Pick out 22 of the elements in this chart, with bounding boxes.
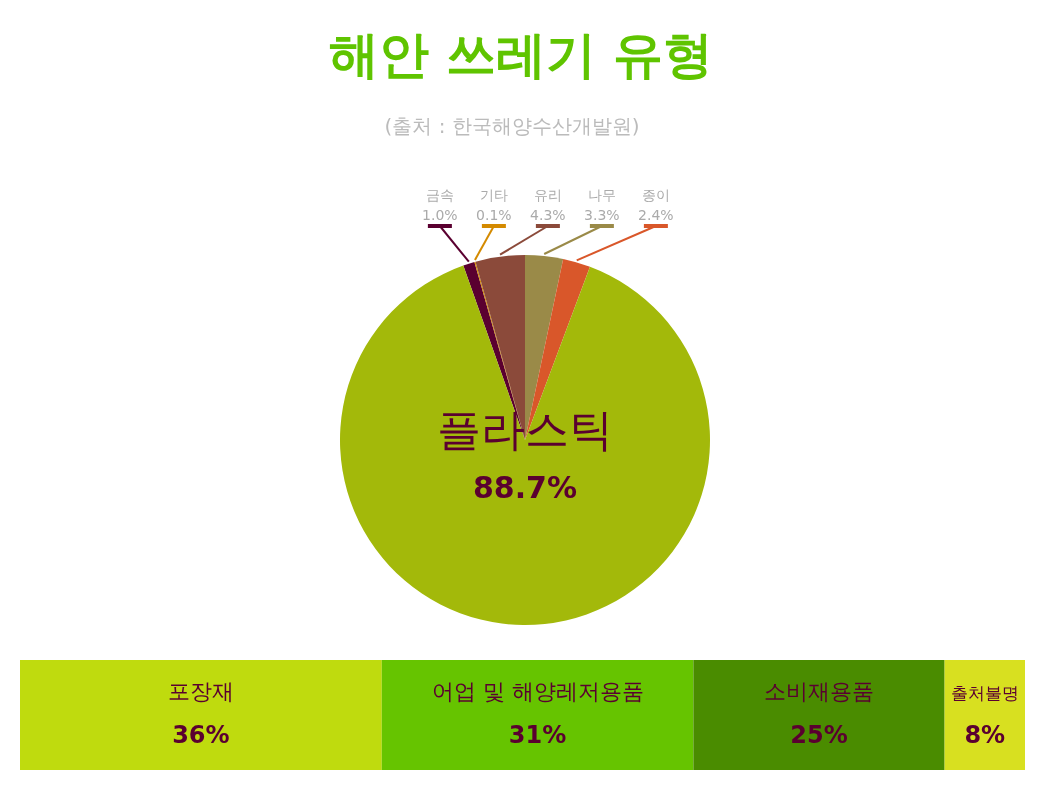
- slice-label: 유리: [533, 187, 562, 203]
- data-label: 36%: [172, 720, 230, 749]
- data-label: 31%: [508, 720, 567, 749]
- data-label: 8%: [964, 720, 1006, 749]
- data-label: 3.3%: [584, 207, 620, 223]
- data-label: 88.7%: [472, 470, 578, 505]
- data-label: 0.1%: [476, 207, 512, 223]
- chart-title: 해안 쓰레기 유형: [328, 26, 714, 84]
- series-label: 소비재용품: [763, 678, 874, 704]
- series-label: 출처불명: [950, 682, 1019, 703]
- data-label: 1.0%: [422, 207, 458, 223]
- slice-label: 나무: [587, 187, 616, 203]
- chart-subtitle: (출처 : 한국해양수산개발원): [384, 114, 640, 138]
- slice-label: 기타: [479, 187, 508, 203]
- data-label: 25%: [790, 720, 848, 749]
- slice-label: 종이: [641, 187, 670, 203]
- slice-label: 플라스틱: [437, 404, 613, 455]
- slice-label: 금속: [425, 187, 454, 203]
- data-label: 4.3%: [530, 207, 566, 223]
- series-label: 포장재: [167, 678, 234, 704]
- series-label: 어업 및 해양레저용품: [431, 678, 644, 704]
- data-label: 2.4%: [638, 207, 674, 223]
